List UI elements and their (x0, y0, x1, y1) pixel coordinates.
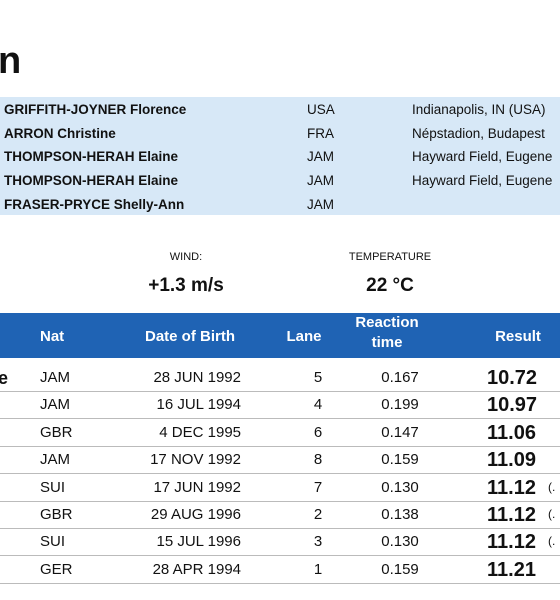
reaction: 0.159 (381, 451, 419, 469)
row-divider (0, 582, 560, 584)
record-nat: JAM (307, 149, 334, 165)
dob: 4 DEC 1995 (159, 423, 241, 441)
record-venue: Népstadion, Budapest (412, 125, 545, 141)
row-divider (0, 473, 560, 475)
column-header: Nat (40, 328, 65, 345)
lane: 3 (313, 533, 323, 551)
result: 11.09 (487, 449, 536, 472)
dob: 28 APR 1994 (152, 560, 241, 578)
reaction: 0.130 (381, 478, 419, 496)
record-name: ARRON Christine (4, 125, 116, 141)
record-venue: Hayward Field, Eugene (412, 149, 553, 165)
record-venue: Indianapolis, IN (USA) (412, 102, 546, 117)
lane: 7 (313, 478, 323, 496)
result: 11.12 (487, 531, 536, 554)
result: 10.72 (487, 367, 538, 389)
reaction: 0.159 (381, 560, 419, 578)
reaction: 0.147 (381, 423, 419, 441)
result: 11.12 (487, 504, 536, 526)
lane: 4 (313, 396, 323, 414)
dob: 17 NOV 1992 (150, 451, 241, 469)
nat: JAM (40, 451, 70, 469)
lane: 1 (313, 560, 323, 578)
record-name: GRIFFITH-JOYNER Florence (4, 102, 187, 117)
record-name: THOMPSON-HERAH Elaine (4, 173, 179, 189)
temperature-label: TEMPERATURE (348, 251, 432, 263)
reaction: 0.167 (381, 369, 419, 386)
wind: +1.3 m/s (148, 275, 224, 296)
column-header: Lane (286, 328, 322, 345)
nat: GBR (40, 506, 73, 523)
column-header: Reaction time (355, 314, 419, 351)
note: (. (548, 534, 556, 549)
nat: JAM (40, 369, 70, 386)
nat: GBR (40, 423, 73, 441)
table-header (0, 313, 560, 358)
result: 10.97 (487, 394, 538, 417)
record-nat: JAM (307, 196, 334, 212)
dob: 16 JUL 1994 (156, 396, 241, 414)
nat: JAM (40, 396, 70, 414)
row-divider (0, 528, 560, 529)
nat: SUI (40, 478, 66, 496)
reaction: 0.138 (381, 506, 419, 523)
dob: 28 JUN 1992 (153, 369, 241, 386)
row-divider (0, 500, 560, 502)
lane: 8 (313, 451, 323, 469)
reaction: 0.130 (381, 533, 419, 551)
column-header: Date of Birth (145, 328, 235, 345)
row-divider (0, 445, 560, 447)
record-nat: USA (307, 102, 335, 117)
nat: GER (40, 560, 73, 578)
note: (. (548, 479, 556, 494)
records-panel (0, 97, 560, 215)
record-venue: Hayward Field, Eugene (412, 173, 553, 189)
result: 11.21 (487, 558, 536, 581)
title: n (0, 40, 22, 82)
record-nat: FRA (307, 125, 334, 141)
row-divider (0, 555, 560, 557)
record-name: THOMPSON-HERAH Elaine (4, 149, 179, 165)
note: (. (548, 507, 556, 521)
dob: 17 JUN 1992 (153, 478, 241, 496)
lane: 6 (313, 423, 323, 441)
result: 11.12 (487, 476, 536, 499)
result: 11.06 (487, 421, 536, 444)
temperature: 22 °C (366, 275, 414, 296)
reaction: 0.199 (381, 396, 419, 414)
row-divider (0, 391, 560, 392)
lane: 2 (313, 506, 323, 523)
column-header: Result (495, 328, 541, 345)
record-name: FRASER-PRYCE Shelly-Ann (4, 196, 185, 212)
row-divider (0, 418, 560, 420)
nat: SUI (40, 533, 66, 551)
dob: 29 AUG 1996 (150, 506, 241, 523)
wind-label: WIND: (169, 251, 203, 263)
dob: 15 JUL 1996 (156, 533, 241, 551)
record-nat: JAM (307, 173, 334, 189)
athlete-name: e (0, 368, 9, 388)
lane: 5 (313, 369, 323, 386)
